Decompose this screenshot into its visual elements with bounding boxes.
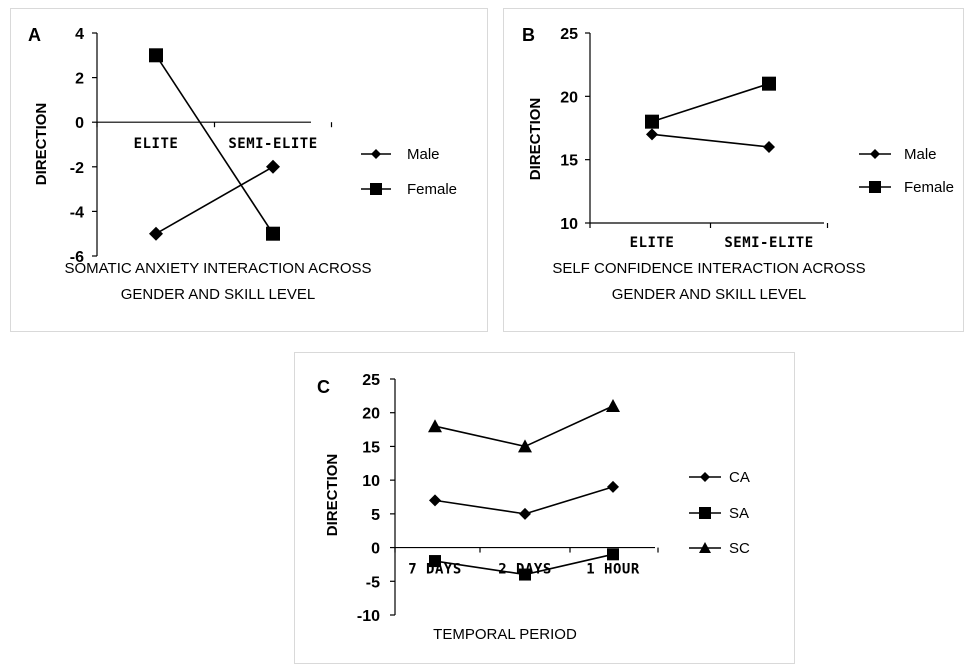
chart-b-point-male [646,128,658,141]
chart-a-point-female [266,226,280,241]
chart-b-panel-label: B [522,25,535,45]
chart-b-title-line: SELF CONFIDENCE INTERACTION ACROSS [552,260,865,277]
chart-c-legend-marker-sc [699,542,711,553]
chart-c-legend-marker-sa [699,507,711,519]
chart-a-y-axis-title: DIRECTION [33,103,50,186]
chart-c-category-label: 1 HOUR [586,562,640,578]
chart-a-y-tick-label: 2 [75,71,84,88]
chart-c-legend-label-ca: CA [729,469,750,486]
chart-b-series-line-male [651,133,770,148]
chart-b-legend-marker-male [870,149,880,159]
chart-c-y-tick-label: 25 [362,372,380,389]
chart-b-svg: B 25 20 15 10 ELITE SEMI-ELITE Male Female DIRECT… [522,25,954,303]
chart-c-series-line-sc [434,405,614,448]
chart-c-y-tick-label: 20 [362,406,380,423]
chart-a-legend-label-female: Female [407,181,457,198]
chart-b-point-female [762,76,776,91]
chart-c-y-axis-title: DIRECTION [324,454,341,537]
chart-a-svg: A 4 2 0 -2 -4 -6 ELITE SEMI-ELITE Male Female DIREC… [28,25,457,303]
chart-a-y-tick-label: 0 [75,115,84,132]
chart-b-point-female [645,114,659,129]
chart-b-point-male [763,141,775,153]
chart-b-y-tick-label: 25 [560,26,578,43]
chart-b-title-line: GENDER AND SKILL LEVEL [612,286,807,303]
chart-b-legend-label-female: Female [904,179,954,196]
chart-c-category-label: 7 DAYS [408,562,462,578]
chart-c-y-tick-label: 5 [371,507,380,524]
chart-a-point-male [149,226,163,241]
chart-c-point-sa [429,555,441,568]
chart-b-legend-marker-female [869,181,881,193]
chart-c-point-sc [518,439,532,453]
chart-b-legend-label-male: Male [904,146,937,163]
chart-c-title-line: TEMPORAL PERIOD [433,626,577,643]
chart-b-y-axis-title: DIRECTION [527,98,544,181]
chart-c-point-ca [429,494,441,507]
chart-panel-c: C 25 20 15 10 5 0 -5 -10 7 DAYS 2 DAYS 1 HOUR CA SA SC… [294,352,795,664]
chart-b-y-tick-label: 20 [560,89,578,106]
chart-a-point-male [266,159,280,174]
chart-c-point-ca [607,480,619,493]
chart-a-y-tick-label: -2 [70,160,84,177]
chart-a-y-tick-label: 4 [75,26,84,43]
chart-c-panel-label: C [317,377,330,397]
chart-a-category-label: ELITE [134,136,179,152]
chart-a-point-female [149,48,163,63]
chart-c-point-ca [519,507,531,520]
chart-c-y-tick-label: -5 [366,574,380,591]
chart-a-title-line: GENDER AND SKILL LEVEL [121,286,316,303]
chart-panel-b: B 25 20 15 10 ELITE SEMI-ELITE Male Female DIRECT… [503,8,964,332]
chart-b-y-tick-label: 10 [560,216,578,233]
chart-c-y-tick-label: 10 [362,473,380,490]
chart-b-series-line-female [651,82,770,123]
chart-c-legend-label-sc: SC [729,540,750,557]
chart-a-y-tick-label: -6 [70,249,84,266]
chart-c-point-sa [519,568,531,581]
chart-a-series-line-male [155,166,274,235]
chart-c-point-sa [607,548,619,561]
chart-b-category-label: ELITE [630,235,675,251]
chart-b-y-tick-label: 15 [560,153,578,170]
chart-a-legend-marker-female [370,183,382,195]
chart-a-legend-marker-male [371,149,381,159]
chart-a-title-line: SOMATIC ANXIETY INTERACTION ACROSS [65,260,372,277]
chart-c-y-tick-label: 15 [362,439,380,456]
chart-c-legend-marker-ca [700,472,710,482]
chart-b-category-label: SEMI-ELITE [724,235,813,251]
chart-c-y-tick-label: 0 [371,541,380,558]
chart-a-legend-label-male: Male [407,146,440,163]
chart-a-y-tick-label: -4 [70,204,84,221]
chart-c-legend-label-sa: SA [729,505,749,522]
chart-c-y-tick-label: -10 [357,608,380,625]
chart-c-point-sc [606,398,620,412]
chart-c-point-sc [428,419,442,433]
chart-a-category-label: SEMI-ELITE [228,136,317,152]
chart-a-series-line-female [155,54,274,235]
chart-a-panel-label: A [28,25,41,45]
chart-panel-a: A 4 2 0 -2 -4 -6 ELITE SEMI-ELITE Male Female DIREC… [10,8,488,332]
